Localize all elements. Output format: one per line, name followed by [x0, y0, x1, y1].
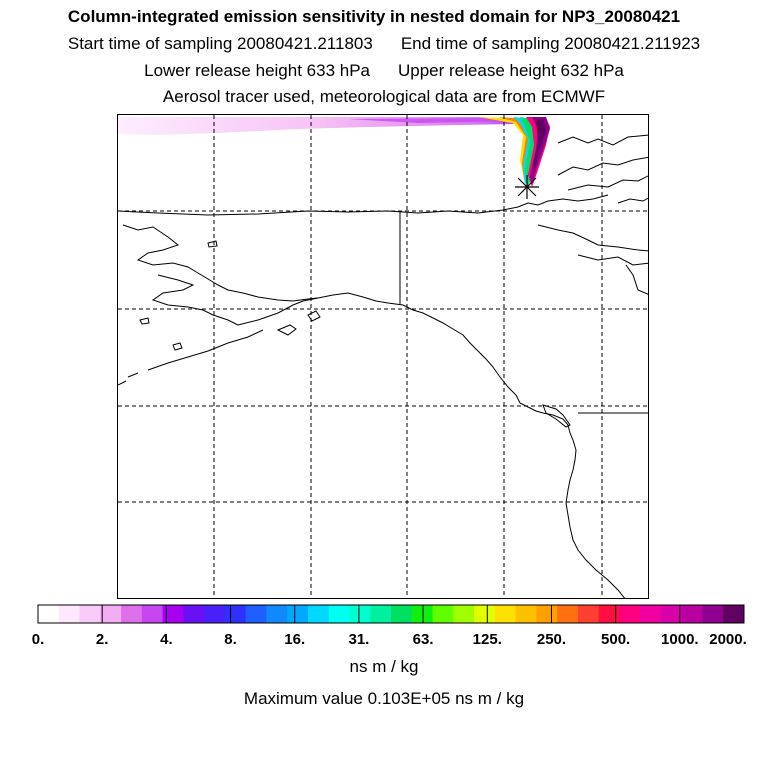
- colorbar-swatch: [266, 605, 288, 623]
- sampling-time-line: Start time of sampling 20080421.211803 En…: [0, 34, 768, 54]
- colorbar-tick-label: 63.: [412, 631, 434, 648]
- colorbar-swatch: [162, 605, 184, 623]
- colorbar-swatch: [224, 605, 247, 623]
- colorbar-swatch: [183, 605, 205, 623]
- colorbar: [37, 604, 745, 624]
- plume-mid-band: [348, 118, 516, 123]
- units-label: ns m / kg: [349, 657, 419, 676]
- colorbar-swatch: [38, 605, 60, 623]
- colorbar-swatch: [204, 605, 226, 623]
- colorbar-tick-label: 1000.: [661, 631, 699, 648]
- max-value-label: Maximum value 0.103E+05 ns m / kg: [243, 689, 525, 708]
- plot-title: Column-integrated emission sensitivity i…: [67, 7, 681, 26]
- colorbar-swatch: [432, 605, 454, 623]
- colorbar-swatch: [598, 605, 620, 623]
- map-canvas: [118, 115, 648, 598]
- end-time-label: End time of sampling 20080421.211923: [400, 34, 701, 53]
- colorbar-swatch: [79, 605, 101, 623]
- graticule: [118, 115, 648, 598]
- colorbar-tick-label: 16.: [284, 631, 306, 648]
- colorbar-border: [37, 604, 745, 624]
- colorbar-swatch: [723, 605, 745, 623]
- lower-release-height-label: Lower release height 633 hPa: [144, 61, 370, 80]
- colorbar-swatch: [370, 605, 392, 623]
- colorbar-swatch: [702, 605, 724, 623]
- tracer-info-label: Aerosol tracer used, meteorological data…: [162, 87, 606, 106]
- colorbar-swatch: [328, 605, 350, 623]
- colorbar-tick-label: 31.: [348, 631, 370, 648]
- colorbar-tick-label: 2.: [95, 631, 109, 648]
- colorbar-swatch: [453, 605, 475, 623]
- colorbar-swatch: [660, 605, 683, 623]
- colorbar-swatch: [577, 605, 600, 623]
- colorbar-swatch: [515, 605, 537, 623]
- colorbar-swatch: [100, 605, 122, 623]
- upper-release-height-label: Upper release height 632 hPa: [398, 61, 624, 80]
- plume-core-dark: [533, 119, 546, 173]
- release-star: [515, 175, 539, 199]
- release-height-line: Lower release height 633 hPa Upper releas…: [0, 61, 768, 81]
- colorbar-swatch: [307, 605, 330, 623]
- colorbar-swatch: [557, 605, 579, 623]
- colorbar-swatch: [619, 605, 641, 623]
- colorbar-tick-label: 0.: [31, 631, 45, 648]
- colorbar-swatch: [121, 605, 143, 623]
- colorbar-tick-label: 2000.: [709, 631, 747, 648]
- colorbar-tick-label: 8.: [224, 631, 237, 648]
- colorbar-swatch: [640, 605, 662, 623]
- colorbar-tick-label: 500.: [601, 631, 631, 648]
- map-panel: [117, 114, 649, 599]
- coastlines: [118, 134, 648, 598]
- start-time-label: Start time of sampling 20080421.211803: [67, 34, 373, 53]
- colorbar-tick-label: 4.: [160, 631, 173, 648]
- colorbar-tick-label: 250.: [536, 631, 567, 648]
- colorbar-swatch: [494, 605, 517, 623]
- colorbar-swatch: [58, 605, 81, 623]
- colorbar-tick-label: 125.: [472, 631, 502, 648]
- colorbar-swatch: [245, 605, 267, 623]
- colorbar-swatch: [536, 605, 558, 623]
- colorbar-swatch: [349, 605, 371, 623]
- colorbar-swatch: [141, 605, 164, 623]
- colorbar-swatch: [474, 605, 496, 623]
- colorbar-swatch: [411, 605, 434, 623]
- colorbar-swatch: [681, 605, 703, 623]
- colorbar-swatch: [391, 605, 413, 623]
- colorbar-swatch: [287, 605, 309, 623]
